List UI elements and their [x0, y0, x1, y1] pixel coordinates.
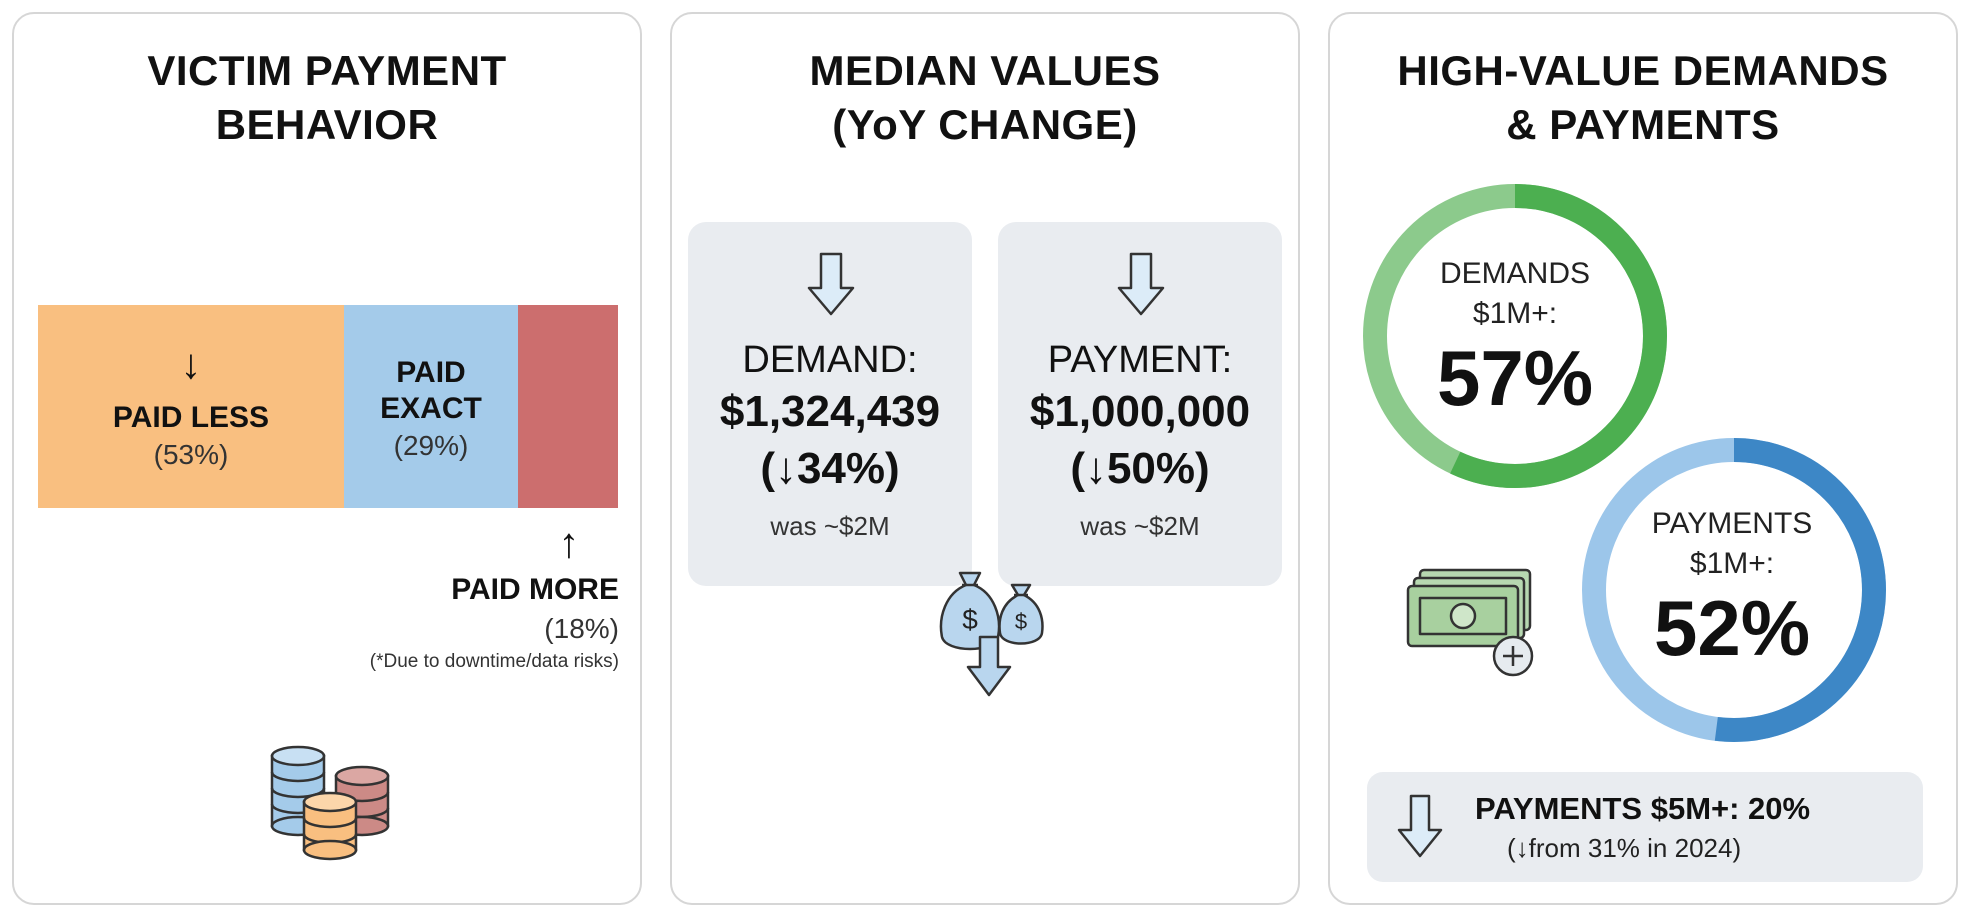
- demands-label-line-2: $1M+:: [1472, 297, 1558, 330]
- title-line-1: HIGH-VALUE DEMANDS: [1397, 47, 1889, 94]
- bar-segment-paid-less: ↓ PAID LESS (53%): [38, 305, 344, 508]
- svg-text:$: $: [962, 604, 978, 635]
- payment-previous: was ~$2M: [1080, 511, 1200, 541]
- paid-exact-label-line-1: PAID: [396, 356, 466, 389]
- demands-percent: 57%: [1436, 334, 1594, 422]
- panel-title: VICTIM PAYMENT BEHAVIOR: [14, 44, 640, 152]
- demand-previous: was ~$2M: [770, 511, 890, 541]
- payments-label-line-1: PAYMENTS: [1651, 507, 1813, 540]
- demand-change: (↓34%): [760, 444, 900, 493]
- paid-more-label: PAID MORE: [451, 573, 619, 606]
- payments-5m-note: PAYMENTS $5M+: 20% (↓from 31% in 2024): [1367, 772, 1923, 882]
- payment-behavior-panel: VICTIM PAYMENT BEHAVIOR ↓ PAID LESS (53%…: [12, 12, 642, 905]
- payments-ring-text: PAYMENTS $1M+: 52%: [1632, 504, 1832, 672]
- payment-card: PAYMENT: $1,000,000 (↓50%) was ~$2M: [998, 222, 1282, 586]
- up-arrow-icon: ↑: [558, 519, 580, 566]
- payments-label-line-2: $1M+:: [1689, 547, 1775, 580]
- bar-segment-paid-more: [518, 305, 618, 508]
- paid-less-percent: (53%): [153, 439, 229, 470]
- money-bags-down-icon: $ $: [939, 571, 1044, 697]
- ring-arc-demands: [1363, 184, 1667, 488]
- title-line-1: VICTIM PAYMENT: [147, 47, 507, 94]
- payments-percent: 52%: [1653, 584, 1811, 672]
- demand-value: $1,324,439: [719, 387, 941, 436]
- paid-exact-label-line-2: EXACT: [380, 392, 482, 425]
- payment-value: $1,000,000: [1029, 387, 1251, 436]
- payment-change: (↓50%): [1070, 444, 1210, 493]
- demand-card: DEMAND: $1,324,439 (↓34%) was ~$2M: [688, 222, 972, 586]
- down-arrow-icon: ↓: [180, 340, 202, 387]
- title-line-2: BEHAVIOR: [215, 101, 439, 148]
- cash-plus-icon: [1406, 568, 1534, 677]
- paid-more-note: (*Due to downtime/data risks): [369, 651, 619, 672]
- title-line-2: & PAYMENTS: [1506, 101, 1780, 148]
- coin-stacks-icon: [270, 745, 390, 861]
- down-arrow-icon: [1397, 794, 1443, 858]
- panel-title: MEDIAN VALUES (YoY CHANGE): [672, 44, 1298, 152]
- payment-label: PAYMENT:: [1047, 339, 1233, 381]
- ring-charts: [1363, 184, 1886, 742]
- high-value-panel: HIGH-VALUE DEMANDS & PAYMENTS DEMANDS $1…: [1328, 12, 1958, 905]
- ring-arc-payments: [1582, 438, 1886, 742]
- note-main-text: PAYMENTS $5M+: 20%: [1475, 791, 1811, 826]
- paid-less-label: PAID LESS: [112, 401, 270, 434]
- demand-label: DEMAND:: [742, 339, 918, 381]
- title-line-1: MEDIAN VALUES: [809, 47, 1161, 94]
- svg-text:$: $: [1015, 609, 1027, 634]
- note-sub-text: (↓from 31% in 2024): [1507, 833, 1742, 863]
- demands-ring-text: DEMANDS $1M+: 57%: [1425, 254, 1605, 422]
- bar-segment-paid-exact: PAID EXACT (29%): [344, 305, 518, 508]
- paid-exact-percent: (29%): [393, 430, 469, 461]
- down-arrow-icon: [807, 252, 855, 316]
- paid-more-percent: (18%): [544, 613, 619, 644]
- median-values-panel: MEDIAN VALUES (YoY CHANGE) DEMAND: $1,32…: [670, 12, 1300, 905]
- demands-label-line-1: DEMANDS: [1439, 257, 1590, 290]
- down-arrow-icon: [1117, 252, 1165, 316]
- title-line-2: (YoY CHANGE): [832, 101, 1138, 148]
- panel-title: HIGH-VALUE DEMANDS & PAYMENTS: [1330, 44, 1956, 152]
